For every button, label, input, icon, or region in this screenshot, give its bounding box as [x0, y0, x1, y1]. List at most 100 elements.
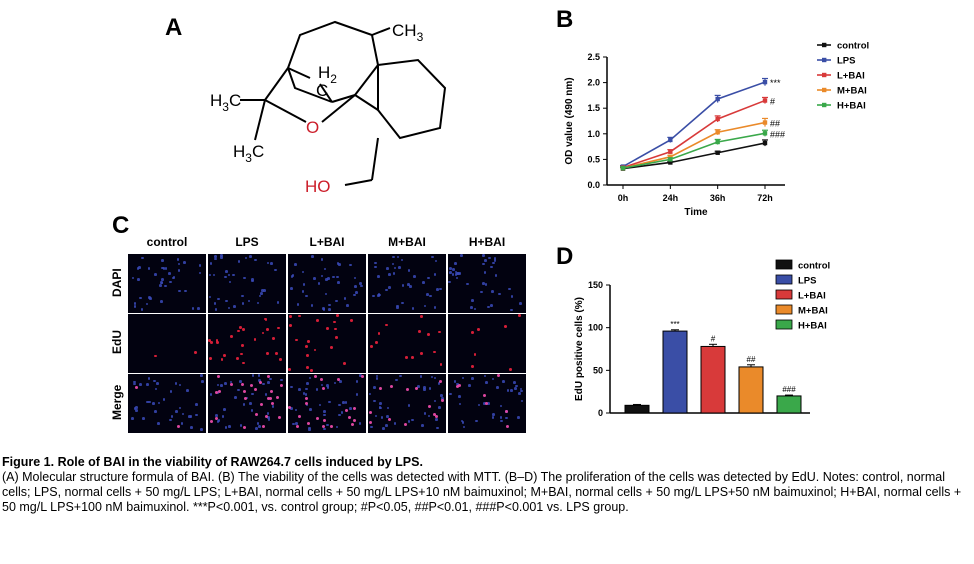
grid-row-label: EdU	[110, 329, 124, 354]
cell-nucleus-dot	[499, 404, 503, 408]
cell-nucleus-dot	[386, 406, 390, 410]
chart-b-y-tick-label: 1.0	[587, 129, 600, 139]
cell-nucleus-dot	[471, 331, 475, 335]
cell-nucleus-dot	[438, 405, 442, 409]
cell-nucleus-dot	[388, 273, 392, 276]
cell-nucleus-dot	[209, 357, 213, 361]
cell-nucleus-dot	[510, 308, 513, 312]
chart-d-y-title: EdU positive cells (%)	[574, 297, 585, 401]
cell-nucleus-dot	[451, 273, 455, 276]
cell-nucleus-dot	[358, 422, 362, 425]
chart-b-point	[715, 139, 720, 145]
cell-nucleus-dot	[487, 256, 491, 260]
methyl-h3c-top-label: H3C	[210, 91, 241, 114]
cell-nucleus-dot	[349, 407, 353, 410]
cell-nucleus-dot	[477, 403, 481, 407]
cell-nucleus-dot	[159, 284, 162, 287]
chart-b-point	[762, 140, 768, 146]
cell-nucleus-dot	[374, 265, 377, 269]
cell-nucleus-dot	[304, 393, 308, 396]
cell-nucleus-dot	[223, 408, 226, 411]
cell-nucleus-dot	[164, 284, 167, 288]
cell-nucleus-dot	[391, 262, 395, 266]
cell-nucleus-dot	[288, 405, 292, 409]
cell-nucleus-dot	[496, 386, 499, 389]
cell-nucleus-dot	[339, 380, 342, 383]
cell-nucleus-dot	[209, 262, 213, 266]
cell-nucleus-dot	[518, 392, 521, 395]
cell-nucleus-dot	[264, 393, 268, 396]
cell-nucleus-dot	[436, 426, 439, 430]
cell-nucleus-dot	[220, 256, 224, 259]
cell-nucleus-dot	[215, 338, 219, 342]
cell-nucleus-dot	[182, 261, 186, 264]
cell-nucleus-dot	[374, 261, 378, 265]
cell-nucleus-dot	[161, 278, 164, 281]
chart-b-line: 0.0 0.5 1.0 1.5 2.0 2.5 0h 24h 36h 72h Time OD valu…	[564, 41, 869, 219]
cell-nucleus-dot	[423, 412, 427, 415]
cell-nucleus-dot	[180, 421, 184, 425]
cell-nucleus-dot	[161, 258, 164, 262]
cell-nucleus-dot	[237, 329, 241, 333]
cell-nucleus-dot	[325, 278, 328, 281]
cell-nucleus-dot	[332, 275, 335, 279]
cell-nucleus-dot	[519, 389, 523, 393]
chart-d-bar	[662, 330, 688, 414]
cell-nucleus-dot	[210, 341, 213, 345]
cell-nucleus-dot	[513, 381, 516, 384]
cell-nucleus-dot	[437, 382, 441, 385]
cell-nucleus-dot	[265, 328, 269, 331]
cell-nucleus-dot	[251, 279, 255, 283]
cell-nucleus-dot	[510, 295, 514, 298]
cell-nucleus-dot	[392, 272, 396, 276]
chart-b-x-tick-label: 0h	[618, 193, 629, 203]
cell-nucleus-dot	[145, 383, 149, 386]
cell-nucleus-dot	[353, 293, 356, 297]
cell-nucleus-dot	[327, 303, 331, 307]
cell-nucleus-dot	[305, 294, 308, 298]
cell-nucleus-dot	[169, 418, 172, 422]
cell-nucleus-dot	[343, 297, 347, 300]
microscopy-image	[208, 314, 286, 373]
cell-nucleus-dot	[317, 282, 321, 285]
cell-nucleus-dot	[257, 374, 261, 377]
cell-nucleus-dot	[276, 396, 280, 400]
cell-nucleus-dot	[242, 425, 246, 429]
microscopy-image	[208, 254, 286, 313]
cell-nucleus-dot	[458, 272, 462, 275]
cell-nucleus-dot	[379, 406, 383, 410]
cell-nucleus-dot	[422, 281, 425, 284]
cell-nucleus-dot	[313, 375, 317, 378]
cell-nucleus-dot	[267, 418, 271, 421]
cell-nucleus-dot	[453, 380, 457, 383]
cell-nucleus-dot	[492, 412, 495, 416]
chart-b-point	[715, 150, 720, 155]
cell-nucleus-dot	[265, 352, 269, 355]
cell-nucleus-dot	[242, 403, 246, 407]
cell-nucleus-dot	[359, 282, 362, 285]
cell-nucleus-dot	[289, 324, 293, 327]
cell-nucleus-dot	[290, 275, 294, 278]
cell-nucleus-dot	[350, 319, 354, 322]
cell-nucleus-dot	[454, 273, 458, 276]
cell-nucleus-dot	[242, 361, 245, 365]
cell-nucleus-dot	[164, 266, 168, 270]
cell-nucleus-dot	[241, 301, 245, 305]
chart-d-legend-label: L+BAI	[798, 291, 826, 302]
chart-b-significance: #	[770, 97, 775, 107]
cell-nucleus-dot	[407, 420, 411, 423]
cell-nucleus-dot	[344, 401, 348, 404]
cell-nucleus-dot	[216, 391, 220, 394]
cell-nucleus-dot	[242, 327, 246, 331]
cell-nucleus-dot	[380, 416, 384, 419]
chart-b-x-tick-label: 72h	[757, 193, 773, 203]
cell-nucleus-dot	[239, 352, 243, 356]
cell-nucleus-dot	[372, 294, 376, 298]
figure-caption: Figure 1. Role of BAI in the viability o…	[2, 455, 972, 515]
cell-nucleus-dot	[487, 305, 490, 309]
cell-nucleus-dot	[433, 399, 437, 403]
cell-nucleus-dot	[330, 346, 334, 350]
cell-nucleus-dot	[190, 426, 193, 430]
cell-nucleus-dot	[213, 302, 217, 306]
